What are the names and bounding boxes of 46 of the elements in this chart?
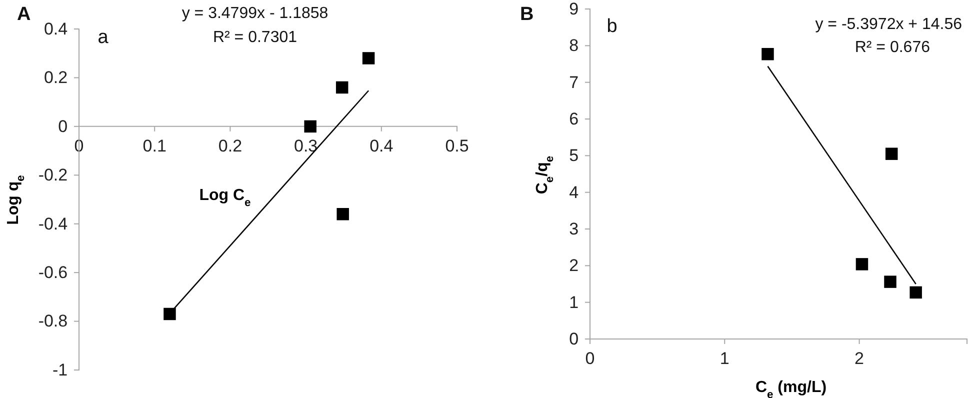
x-tick-label: 0.1 (142, 136, 166, 156)
x-tick-label: 0.4 (370, 136, 394, 156)
y-tick-label: 3 (569, 219, 579, 238)
x-tick-label: 0 (585, 349, 595, 368)
annotation: b (606, 16, 618, 37)
x-tick-label: 0.5 (445, 136, 469, 156)
x-tick-label: 1 (720, 349, 730, 368)
y-tick-label: 0 (58, 116, 68, 136)
y-tick-label: -1 (52, 360, 68, 380)
point (336, 81, 348, 94)
y-tick-label: 1 (569, 292, 579, 312)
annotation: y = -5.3972x + 14.56 (815, 16, 962, 33)
y-tick-label: 9 (569, 0, 579, 18)
point (910, 286, 922, 299)
point (362, 52, 375, 64)
point (885, 148, 898, 160)
y-tick-label: -0.4 (38, 214, 68, 234)
x-tick-label: 0.2 (218, 136, 242, 156)
annotation: R² = 0.7301 (212, 29, 298, 46)
point (856, 258, 868, 270)
y-tick-label: 0.4 (44, 19, 68, 38)
annotation: R² = 0.676 (854, 39, 930, 56)
y-tick-label: 7 (569, 72, 579, 92)
x-tick-label: 2 (854, 349, 864, 368)
x-axis-title: Log C$_{e}$ (199, 187, 251, 209)
annotation: a (98, 27, 109, 48)
point (884, 276, 896, 288)
x-axis-title: C$_{e}$ (mg/L) (755, 379, 827, 398)
y-tick-label: -0.2 (38, 166, 68, 185)
text: B (520, 4, 534, 25)
y-tick-label: 8 (569, 36, 579, 56)
y-tick-label: -0.8 (38, 312, 68, 331)
point (336, 208, 349, 220)
text: y = 3.4799x - 1.1858 (182, 5, 328, 22)
text: A (17, 4, 31, 25)
x-tick-label: 0.3 (294, 136, 318, 156)
point (762, 48, 774, 60)
y-tick-label: -0.6 (38, 263, 68, 282)
y-tick-label: 5 (569, 146, 579, 166)
y-tick-label: 0.2 (44, 68, 68, 88)
y-tick-label: 6 (569, 109, 579, 128)
y-tick-label: 0 (569, 329, 579, 348)
y-tick-label: 2 (569, 256, 579, 276)
y-tick-label: 4 (569, 182, 579, 202)
point (164, 308, 176, 320)
point (304, 120, 316, 133)
